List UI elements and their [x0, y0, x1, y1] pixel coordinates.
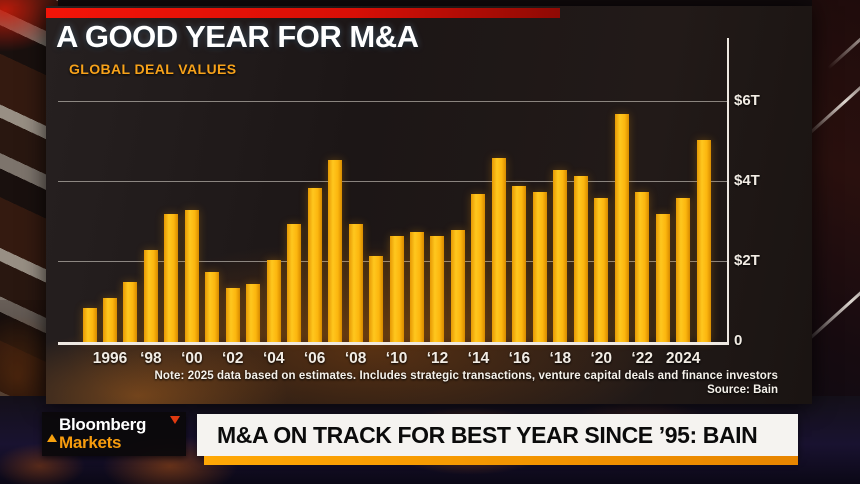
x-tick-label-1996: 1996	[92, 350, 128, 367]
bar-2001	[205, 272, 220, 342]
bar-2024	[676, 198, 691, 342]
y-tick-label-6t: $6T	[734, 92, 760, 109]
bar-2007	[328, 160, 343, 342]
bar-2022	[635, 192, 650, 342]
bar-2005	[287, 224, 302, 342]
bar-2023	[655, 214, 670, 342]
bar-2021	[614, 114, 629, 342]
bar-2012	[430, 236, 445, 342]
bar-2015	[491, 158, 506, 342]
orange-underline-strip	[204, 456, 798, 465]
chart-source: Source: Bain	[707, 384, 778, 396]
y-tick-label-0: 0	[734, 332, 743, 349]
x-tick-label-06: ‘06	[303, 350, 326, 367]
bar-1995	[82, 308, 97, 342]
gridline-4t	[58, 181, 727, 182]
bar-1998	[143, 250, 158, 342]
up-triangle-icon	[47, 434, 57, 442]
x-tick-label-04: ‘04	[262, 350, 285, 367]
x-tick-label-2024: 2024	[665, 350, 701, 367]
bar-1997	[123, 282, 138, 342]
bloomberg-markets-logo: Bloomberg Markets	[42, 412, 186, 456]
bar-1996	[102, 298, 117, 342]
y-axis-labels: $6T $4T $2T 0	[734, 62, 804, 349]
chart-title: A GOOD YEAR FOR M&A	[56, 19, 419, 54]
bar-2013	[450, 230, 465, 342]
chart-panel: A GOOD YEAR FOR M&A GLOBAL DEAL VALUES $…	[46, 6, 812, 404]
x-tick-label-14: ‘14	[467, 350, 490, 367]
x-tick-label-02: ‘02	[222, 350, 244, 367]
bar-2004	[266, 260, 281, 342]
bar-2016	[512, 186, 527, 342]
x-tick-label-00: ‘00	[181, 350, 203, 367]
bar-2020	[594, 198, 609, 342]
y-axis-line	[727, 38, 729, 345]
bar-2010	[389, 236, 404, 342]
bar-2014	[471, 194, 486, 342]
headline-banner: M&A ON TRACK FOR BEST YEAR SINCE ’95: BA…	[197, 414, 798, 456]
headline-text: M&A ON TRACK FOR BEST YEAR SINCE ’95: BA…	[217, 422, 758, 448]
y-tick-label-4t: $4T	[734, 172, 760, 189]
gridline-6t	[58, 101, 727, 102]
x-tick-label-98: ‘98	[140, 350, 162, 367]
bar-2006	[307, 188, 322, 342]
chart-subtitle: GLOBAL DEAL VALUES	[69, 61, 237, 77]
chart-note: Note: 2025 data based on estimates. Incl…	[154, 370, 778, 382]
bar-2000	[184, 210, 199, 342]
x-axis-labels: 1996 ‘98 ‘00 ‘02 ‘04 ‘06 ‘08 ‘10 ‘12 ‘14 ‘16 ‘18 ‘20…	[58, 350, 727, 370]
x-tick-label-20: ‘20	[590, 350, 613, 367]
bar-2009	[369, 256, 384, 342]
y-tick-label-2t: $2T	[734, 252, 760, 269]
red-accent-bar	[46, 8, 560, 18]
x-tick-label-10: ‘10	[385, 350, 408, 367]
x-tick-label-08: ‘08	[344, 350, 367, 367]
bar-2002	[225, 288, 240, 342]
x-tick-label-12: ‘12	[426, 350, 449, 367]
bloomberg-wordmark: Bloomberg	[59, 415, 147, 434]
markets-wordmark: Markets	[59, 433, 122, 452]
x-tick-label-16: ‘16	[508, 350, 531, 367]
bar-2017	[532, 192, 547, 342]
bar-2025	[696, 140, 711, 342]
bar-2003	[246, 284, 261, 342]
down-triangle-icon	[170, 416, 180, 424]
x-tick-label-22: ‘22	[631, 350, 653, 367]
bar-1999	[164, 214, 179, 342]
bar-2019	[573, 176, 588, 342]
plot-area	[58, 62, 727, 342]
bar-2011	[410, 232, 425, 342]
x-axis-line	[58, 342, 729, 345]
bar-2018	[553, 170, 568, 342]
bar-2008	[348, 224, 363, 342]
x-tick-label-18: ‘18	[549, 350, 572, 367]
